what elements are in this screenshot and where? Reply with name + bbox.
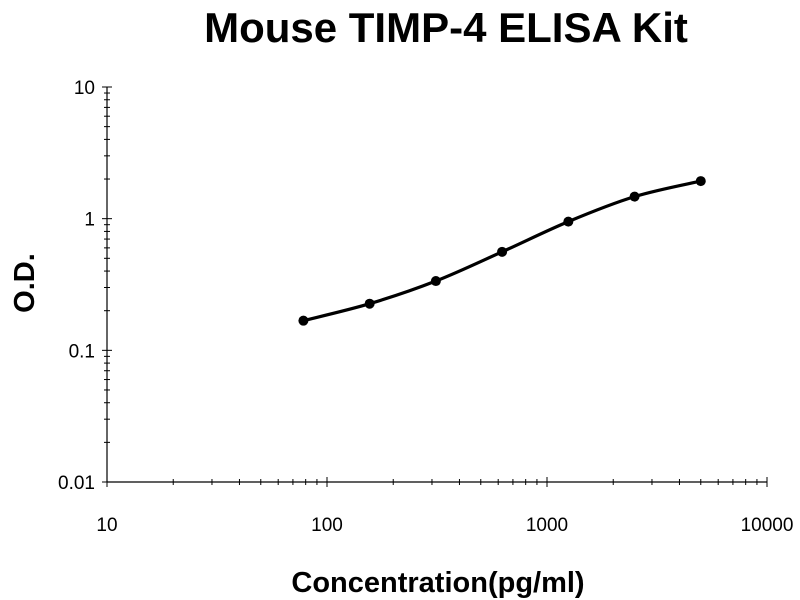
- x-tick-label: 100: [311, 515, 343, 536]
- y-tick-label: 0.1: [69, 341, 95, 362]
- x-tick-label: 10000: [741, 515, 794, 536]
- x-tick-labels: 10 100 1000 10000: [96, 515, 793, 536]
- data-point: [563, 216, 574, 227]
- data-point: [497, 246, 508, 257]
- data-point: [695, 176, 706, 187]
- data-point: [364, 298, 375, 309]
- y-tick-label: 1: [84, 210, 95, 231]
- x-tick-label: 1000: [526, 515, 568, 536]
- x-tick-label: 10: [96, 515, 117, 536]
- chart-title: Mouse TIMP-4 ELISA Kit: [204, 4, 688, 51]
- y-tick-label: 10: [74, 78, 95, 99]
- y-tick-label: 0.01: [58, 473, 95, 494]
- data-point: [298, 315, 309, 326]
- y-tick-labels: 0.01 0.1 1 10: [58, 78, 95, 494]
- data-point: [430, 276, 441, 287]
- data-point: [629, 191, 640, 202]
- y-axis-label: O.D.: [9, 253, 41, 313]
- axes: [102, 86, 768, 487]
- data-points: [298, 176, 706, 326]
- x-axis-label: Concentration(pg/ml): [291, 567, 584, 599]
